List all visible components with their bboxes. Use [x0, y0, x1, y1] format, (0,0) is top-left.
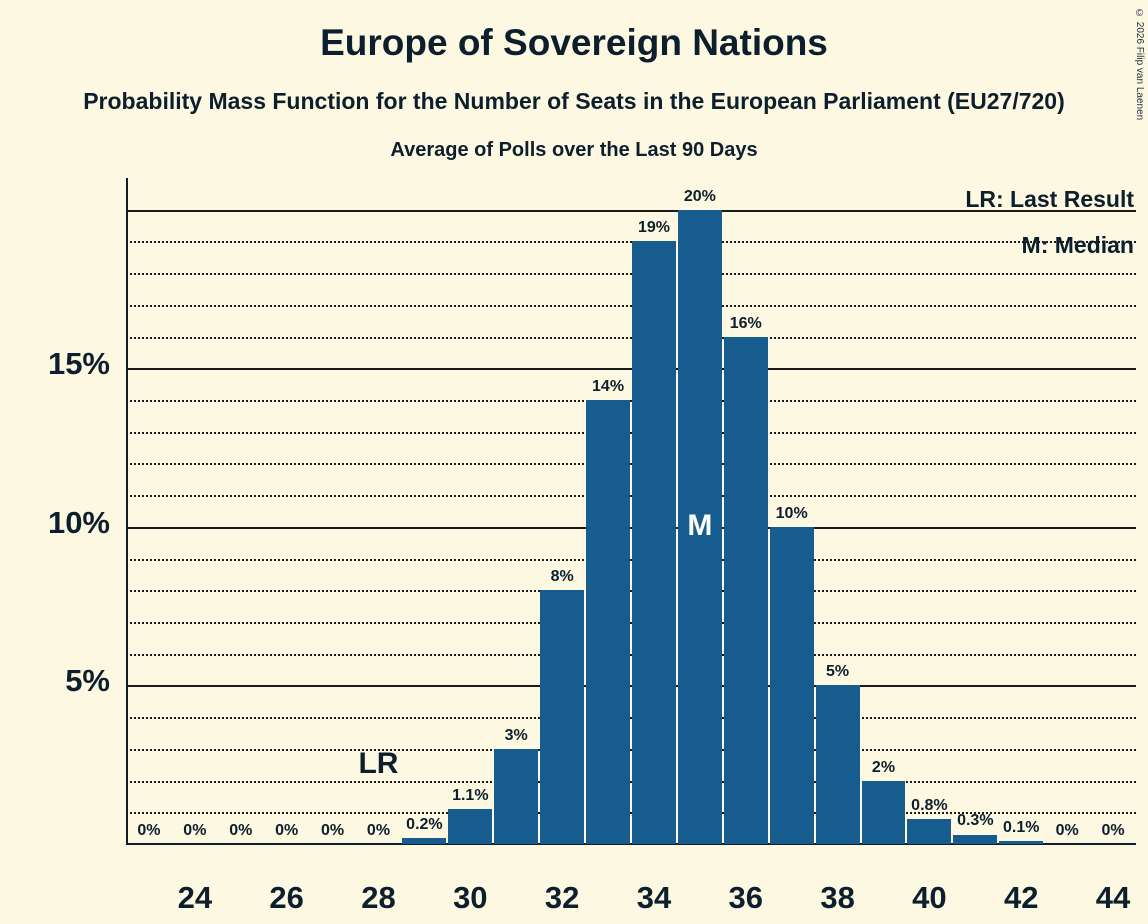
- last-result-marker: LR: [358, 746, 399, 780]
- x-axis-tick-label: 32: [544, 880, 580, 915]
- bar-value-label: 14%: [592, 378, 625, 395]
- y-axis-tick-label: 5%: [65, 663, 110, 699]
- x-axis-tick-label: 40: [912, 880, 947, 915]
- gridline-minor: [126, 780, 1136, 783]
- bar: [907, 818, 952, 844]
- bar-value-label: 0%: [275, 822, 299, 839]
- bar: [632, 241, 676, 844]
- page-title: Europe of Sovereign Nations: [320, 22, 828, 63]
- gridline-minor: [126, 622, 1136, 624]
- bar: [402, 837, 447, 844]
- bar-value-label: 0%: [229, 822, 253, 839]
- bar: [540, 590, 585, 844]
- bar-value-label: 20%: [683, 187, 716, 205]
- bar: [723, 336, 768, 844]
- gridline-major: [126, 526, 1136, 529]
- gridline-minor: [126, 558, 1136, 561]
- bar-value-label: 5%: [826, 663, 850, 681]
- x-axis-tick-label: 42: [1003, 880, 1039, 915]
- page-subtitle: Probability Mass Function for the Number…: [83, 88, 1065, 114]
- bar-value-label: 3%: [504, 726, 528, 744]
- bar: [448, 809, 493, 844]
- bar-value-label: 10%: [775, 504, 808, 522]
- x-axis-tick-label: 24: [177, 880, 213, 915]
- x-axis-line: [126, 843, 1136, 845]
- y-axis-line: [126, 178, 128, 844]
- gridline-minor: [126, 304, 1136, 307]
- gridline-minor: [126, 273, 1136, 276]
- gridline-major: [126, 368, 1136, 371]
- bar-value-label: 8%: [550, 568, 574, 586]
- gridline-minor: [126, 463, 1136, 466]
- gridline-minor: [126, 590, 1136, 593]
- gridline-minor: [126, 336, 1136, 339]
- bar-value-label: 0.2%: [406, 815, 443, 833]
- bar-value-label: 0%: [321, 822, 345, 839]
- gridline-minor: [126, 431, 1136, 434]
- copyright-notice: © 2026 Filip van Laenen: [1134, 8, 1145, 121]
- legend-last-result: LR: Last Result: [965, 186, 1134, 212]
- x-axis-tick-label: 36: [728, 880, 763, 915]
- x-axis-tick-label: 38: [820, 880, 855, 915]
- bar: [677, 209, 722, 844]
- bar-value-label: 19%: [637, 219, 670, 237]
- bar: [815, 685, 860, 844]
- median-marker: M: [687, 508, 713, 542]
- bar-value-label: 0%: [366, 822, 391, 839]
- gridline-minor: [126, 812, 1136, 815]
- x-axis-tick-label: 34: [636, 880, 672, 915]
- gridline-minor: [126, 495, 1136, 498]
- gridline-minor: [126, 653, 1136, 656]
- gridline-minor: [126, 748, 1136, 751]
- bar: [953, 834, 998, 844]
- page-subsubtitle: Average of Polls over the Last 90 Days: [390, 139, 758, 161]
- bar-value-label: 0%: [1055, 822, 1079, 839]
- x-axis-tick-label: 30: [453, 880, 488, 915]
- gridline-minor: [126, 717, 1136, 720]
- bar: [861, 780, 906, 844]
- bar: [769, 526, 814, 844]
- gridline-minor: [126, 241, 1136, 244]
- x-axis-tick-label: 28: [361, 880, 396, 915]
- bar-value-label: 16%: [729, 314, 762, 332]
- y-axis-tick-label: 10%: [47, 504, 110, 540]
- x-axis-tick-label: 44: [1095, 880, 1131, 915]
- legend-median: M: Median: [1021, 232, 1134, 258]
- bar: [586, 400, 630, 844]
- bar-value-label: 0.8%: [911, 796, 948, 814]
- bar-value-label: 1.1%: [452, 787, 489, 805]
- gridline-major: [126, 685, 1136, 688]
- bar-value-label: 2%: [871, 758, 896, 776]
- bar-value-label: 0.1%: [1002, 818, 1040, 836]
- gridline-major: [126, 209, 1136, 212]
- x-axis-tick-label: 26: [269, 880, 304, 915]
- bar-value-label: 0%: [183, 822, 207, 839]
- plot-area: 5% 10% 15% 0% 0% 0% 0% 0% 0% LR 0.2% 1.1% 3% 8% 14% 19%…: [48, 178, 1136, 844]
- bar: [494, 748, 539, 844]
- bar-value-label: 0%: [137, 822, 161, 839]
- bar: [999, 840, 1044, 844]
- bar-value-label: 0.3%: [957, 812, 994, 830]
- bar-value-label: 0%: [1101, 822, 1125, 839]
- gridline-minor: [126, 400, 1136, 402]
- y-axis-tick-label: 15%: [47, 346, 110, 382]
